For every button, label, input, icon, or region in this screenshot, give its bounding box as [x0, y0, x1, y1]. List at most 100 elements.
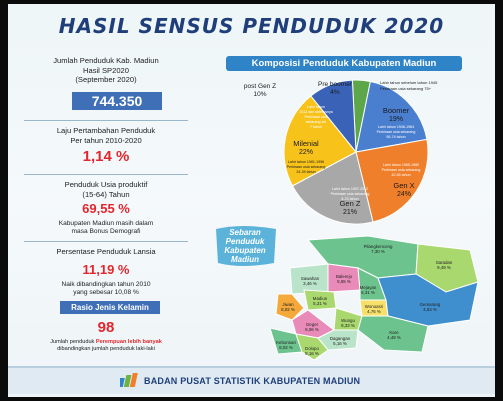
district-shapes [269, 235, 479, 361]
milenial-desc-line3: 24-39 tahun [296, 170, 315, 174]
map-title-line4: Madiun [231, 255, 259, 264]
produktif-note: Kabupaten Madiun masih dalam masa Bonus … [22, 220, 190, 236]
post-gen-z-label: post Gen Z [244, 83, 276, 90]
pie-slice-post-gen-z [310, 79, 357, 154]
post-desc-line1: Lahir tahun [307, 105, 325, 109]
district-dolopo-shape [295, 333, 329, 361]
district-kebonsari-name: Kebonsari [276, 340, 296, 345]
gen-x-label: Gen X [393, 181, 414, 190]
produktif-label-line1: Penduduk Usia produktif [64, 180, 148, 189]
district-saradan-name: Saradan [436, 260, 453, 265]
jumlah-label-line3: (September 2020) [75, 75, 137, 84]
lansia-label: Persentase Penduduk Lansia [56, 247, 156, 256]
pre-boomer-desc-line1: Lahir tahun sebelum tahun 1945 [380, 80, 438, 85]
produktif-label: Penduduk Usia produktif (15-64) Tahun [22, 180, 190, 199]
district-jiwan-shape [275, 293, 305, 321]
bps-logo-icon [120, 373, 138, 387]
district-balerejo-pct: 5,55 % [337, 279, 351, 284]
milenial-desc-line2: Perkiraan usia sekarang [287, 165, 326, 169]
post-desc-line3: Perkiraan usia [305, 115, 328, 119]
pre-boomer-pct: 4% [330, 89, 340, 96]
boomer-pct: 19% [389, 116, 403, 123]
laju-label-line2: Per tahun 2010-2020 [70, 135, 142, 145]
footer-agency: BADAN PUSAT STATISTIK KABUPATEN MADIUN [144, 376, 361, 386]
jumlah-label-line2: Hasil SP2020 [82, 65, 129, 75]
district-wonoasri-name: Wonoasri [365, 304, 383, 309]
rasio-value: 98 [97, 319, 115, 336]
divider [24, 241, 188, 242]
post-desc-line5: 7 tahun [310, 125, 322, 129]
boomer-desc-line1: Lahir tahun 1946-1964 [378, 125, 414, 129]
boomer-desc-line2: Perkiraan usia sekarang [377, 130, 416, 134]
gen-z-desc-line1: Lahir tahun 1997-2012 [332, 187, 368, 191]
district-kare-pct: 4,49 % [387, 335, 401, 340]
gen-x-desc-line3: 40-55 tahun [391, 173, 410, 177]
post-desc-line4: sekarang s/d [306, 120, 327, 124]
jumlah-label-line1: Jumlah Penduduk Kab. Madiun [53, 56, 159, 65]
milenial-desc-line1: Lahir tahun 1981-1996 [288, 160, 324, 164]
district-mejayan-pct: 6,31 % [361, 290, 375, 295]
produktif-label-line2: (15-64) Tahun [82, 189, 130, 199]
district-dolopo-name: Dolopo [305, 346, 319, 351]
map-title: Sebaran Penduduk Kabupaten Madiun [214, 228, 276, 264]
laju-label: Laju Pertambahan Penduduk Per tahun 2010… [22, 126, 190, 145]
district-gemarang-pct: 4,63 % [423, 307, 437, 312]
district-wungu-name: Wungu [341, 318, 355, 323]
rasio-note-line1: Jumlah penduduk Perempuan lebih banyak [22, 339, 190, 346]
gen-x-desc-line1: Lahir tahun 1965-1980 [383, 163, 419, 167]
map-title-badge [216, 226, 276, 266]
lansia-value: 11,19 % [82, 262, 130, 277]
district-pilangkenceng-pct: 7,30 % [371, 249, 385, 254]
poster-title: HASIL SENSUS PENDUDUK 2020 [58, 14, 445, 38]
gen-x-desc-line2: Perkiraan usia sekarang [382, 168, 421, 172]
gen-z-label: Gen Z [340, 199, 361, 208]
district-dagangan-name: Dagangan [330, 336, 351, 341]
rasio-note-highlight: Perempuan lebih banyak [95, 339, 162, 345]
composition-pie-chart: post Gen Z 10% Pre boomer 4% Lahir tahun… [244, 79, 438, 225]
jumlah-label: Jumlah Penduduk Kab. Madiun Hasil SP2020… [22, 56, 190, 85]
laju-value: 1,14 % [82, 148, 130, 165]
district-kare-name: Kare [389, 330, 399, 335]
map-title-line2: Penduduk [225, 237, 265, 246]
produktif-note-line2: masa Bonus Demografi [71, 228, 141, 235]
post-desc-line2: 2013 dan seterusnya [299, 110, 333, 114]
district-geger-name: Geger [306, 322, 319, 327]
post-gen-z-pct: 10% [253, 91, 266, 98]
lansia-note: Naik dibandingkan tahun 2010 yang sebesa… [22, 281, 190, 297]
district-jiwan-pct: 8,02 % [281, 307, 295, 312]
pre-boomer-label: Pre boomer [318, 81, 353, 88]
lansia-note-line1: Naik dibandingkan tahun 2010 [61, 281, 151, 288]
district-dolopo-pct: 8,16 % [305, 351, 319, 356]
gen-z-desc-line2: Perkiraan usia sekarang [331, 192, 370, 196]
district-saradan-pct: 9,49 % [437, 265, 451, 270]
milenial-label: Milenial [293, 139, 319, 148]
district-kebonsari-pct: 8,02 % [279, 345, 293, 350]
pie-slice-gen-z [291, 151, 374, 225]
produktif-note-line1: Kabupaten Madiun masih dalam [58, 220, 154, 227]
produktif-value: 69,55 % [82, 201, 130, 216]
composition-title: Komposisi Penduduk Kabupaten Madiun [226, 56, 462, 71]
boomer-desc-line3: 56-74 tahun [386, 135, 405, 139]
district-mejayan-name: Mejayan [360, 285, 377, 290]
district-madiun-pct: 5,31 % [313, 301, 327, 306]
rasio-note: Jumlah penduduk Perempuan lebih banyak d… [22, 339, 190, 353]
infographic-poster: HASIL SENSUS PENDUDUK 2020 Jumlah Pendud… [8, 4, 495, 397]
pie-slice-boomer [355, 80, 428, 153]
gen-z-pct: 21% [343, 209, 357, 216]
district-pilangkenceng-name: Pilangkenceng [364, 244, 393, 249]
district-jiwan-name: Jiwan [282, 302, 294, 307]
footer-band [8, 366, 495, 394]
laju-label-line1: Laju Pertambahan Penduduk [56, 126, 156, 135]
pie-slice-gen-x [355, 138, 429, 223]
map-title-line1: Sebaran [229, 228, 261, 237]
district-sawahan-pct: 3,46 % [303, 281, 317, 286]
jumlah-value: 744.350 [72, 92, 162, 110]
district-geger-pct: 8,06 % [305, 327, 319, 332]
gen-x-pct: 24% [397, 191, 411, 198]
district-madiun-name: Madiun [313, 296, 328, 301]
divider [24, 174, 188, 175]
district-dagangan-pct: 5,16 % [333, 341, 347, 346]
rasio-note-suffix: dibandingkan jumlah penduduk laki-laki [57, 346, 155, 352]
